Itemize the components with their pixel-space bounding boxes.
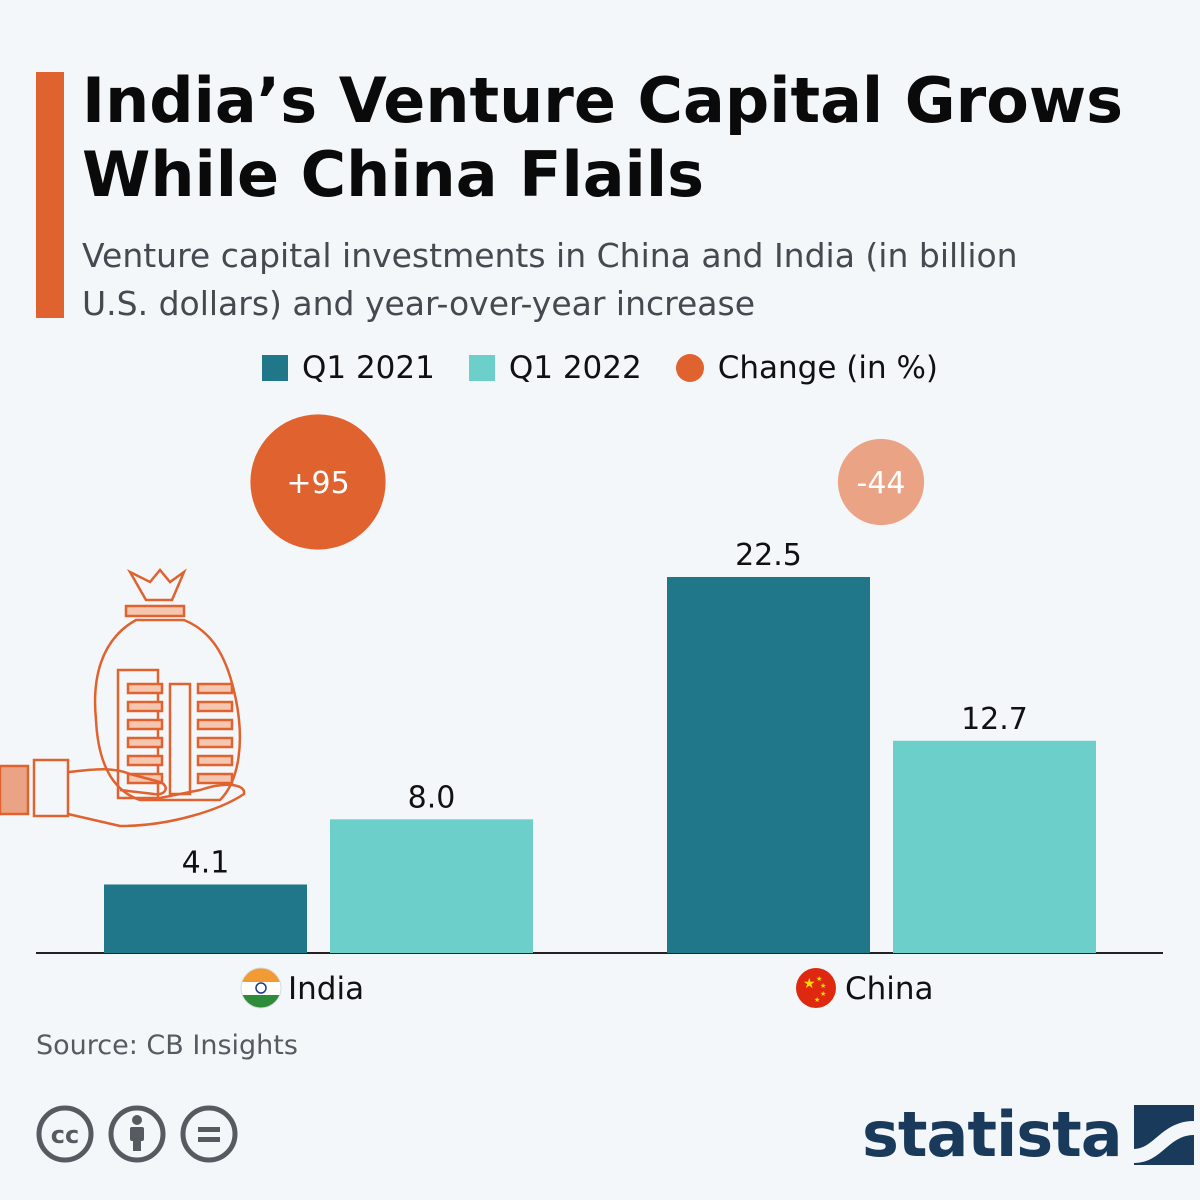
change-label-china: -44 bbox=[857, 466, 906, 501]
bar-india-q1-2021 bbox=[104, 884, 307, 953]
bar-china-q1-2022 bbox=[893, 740, 1096, 953]
change-bubble-india bbox=[250, 414, 386, 550]
svg-text:★: ★ bbox=[803, 976, 816, 992]
value-label-china-q1-2022: 12.7 bbox=[961, 702, 1028, 737]
statista-logo-icon bbox=[1133, 1104, 1194, 1165]
value-label-india-q1-2021: 4.1 bbox=[182, 845, 230, 880]
brand-name: statista bbox=[862, 1098, 1123, 1171]
legend-label-change: Change (in %) bbox=[717, 350, 939, 386]
attribution-icon bbox=[108, 1105, 166, 1163]
legend-label-q1-2022: Q1 2022 bbox=[508, 350, 642, 386]
india-flag-icon bbox=[240, 967, 282, 1009]
bar-india-q1-2022 bbox=[330, 819, 533, 953]
bar-china-q1-2021 bbox=[667, 577, 870, 953]
no-derivatives-icon bbox=[180, 1105, 238, 1163]
legend-item-q1-2021: Q1 2021 bbox=[261, 350, 435, 386]
change-label-india: +95 bbox=[286, 466, 349, 501]
change-bubble-china bbox=[837, 438, 925, 526]
legend-swatch-q1-2021 bbox=[261, 355, 288, 381]
category-label-india: India bbox=[288, 971, 364, 1007]
legend-item-change: Change (in %) bbox=[675, 350, 939, 386]
source-note: Source: CB Insights bbox=[36, 1030, 298, 1061]
statista-logo: statista bbox=[862, 1098, 1194, 1171]
license-icons: cc bbox=[36, 1105, 238, 1163]
legend: Q1 2021 Q1 2022 Change (in %) bbox=[0, 350, 1200, 386]
legend-label-q1-2021: Q1 2021 bbox=[301, 350, 435, 386]
svg-text:★: ★ bbox=[820, 990, 826, 998]
svg-text:★: ★ bbox=[820, 982, 826, 990]
chart-subtitle: Venture capital investments in China and… bbox=[82, 236, 1018, 323]
money-bag-hand-icon bbox=[0, 568, 246, 828]
value-label-india-q1-2022: 8.0 bbox=[408, 780, 456, 815]
chart-title: India’s Venture Capital Grows While Chin… bbox=[82, 64, 1124, 211]
svg-text:★: ★ bbox=[816, 975, 822, 983]
legend-item-q1-2022: Q1 2022 bbox=[468, 350, 642, 386]
svg-text:cc: cc bbox=[51, 1121, 79, 1149]
category-label-china: China bbox=[845, 971, 934, 1007]
svg-text:★: ★ bbox=[814, 996, 820, 1004]
legend-swatch-change bbox=[675, 354, 704, 382]
accent-bar bbox=[36, 72, 64, 318]
china-flag-icon: ★ ★ ★ ★ ★ bbox=[796, 968, 836, 1008]
value-label-china-q1-2021: 22.5 bbox=[735, 538, 802, 573]
cc-icon: cc bbox=[36, 1105, 94, 1163]
legend-swatch-q1-2022 bbox=[468, 355, 495, 381]
